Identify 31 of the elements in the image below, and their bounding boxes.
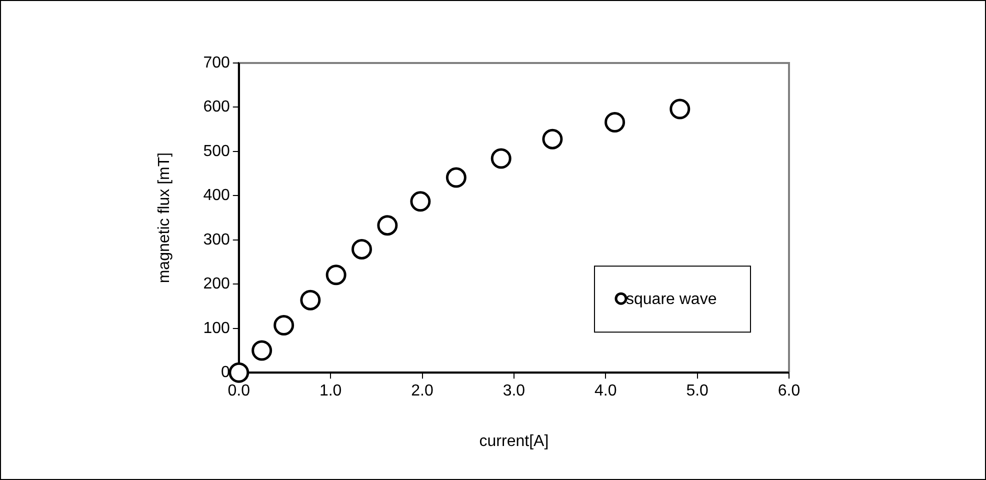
y-tick-label: 700 — [203, 54, 230, 72]
point — [274, 315, 294, 336]
point — [670, 98, 690, 120]
x-tick-label: 0.0 — [228, 382, 250, 400]
y-tick-label: 300 — [203, 231, 230, 248]
point — [490, 148, 512, 169]
x-tick-label: 1.0 — [319, 382, 342, 400]
point — [542, 128, 563, 150]
legend-label: square wave — [626, 291, 717, 308]
x-axis-title: current[A] — [479, 432, 549, 450]
point — [326, 264, 346, 286]
x-tick-label: 5.0 — [686, 382, 709, 400]
y-tick-label: 400 — [203, 187, 230, 204]
x-tick-label: 6.0 — [778, 382, 800, 400]
x-tick-label: 2.0 — [411, 382, 434, 400]
x-tick-label: 3.0 — [502, 382, 526, 400]
point — [410, 191, 431, 212]
point — [352, 238, 372, 260]
y-axis-title: magnetic flux [mT] — [156, 152, 174, 284]
x-tick-label: 4.0 — [594, 382, 617, 400]
point — [446, 167, 466, 188]
y-tick-label: 100 — [203, 320, 230, 337]
point — [377, 215, 398, 236]
point — [252, 340, 272, 361]
y-tick-label: 600 — [203, 98, 230, 116]
y-tick-label: 200 — [203, 276, 230, 293]
y-tick-label: 500 — [203, 142, 230, 160]
point — [604, 112, 626, 133]
point — [300, 290, 321, 310]
y-tick-label: 0 — [220, 364, 230, 382]
point — [228, 362, 250, 383]
